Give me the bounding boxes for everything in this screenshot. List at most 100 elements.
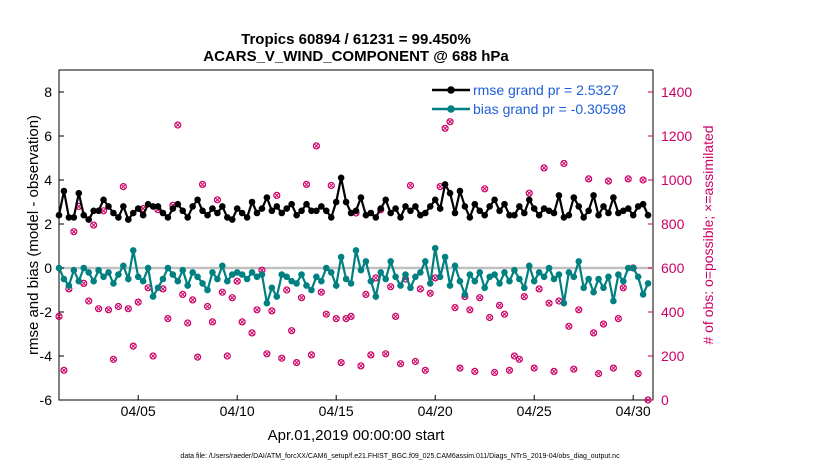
bias-point: [343, 276, 350, 283]
bias-point: [293, 280, 300, 287]
bias-point: [580, 285, 587, 292]
x-axis-label: Apr.01,2019 00:00:00 start: [268, 427, 446, 444]
rmse-point: [95, 208, 102, 215]
rmse-point: [120, 203, 127, 210]
bias-point: [481, 285, 488, 292]
bias-point: [452, 263, 459, 270]
rmse-point: [605, 210, 612, 217]
bias-point: [521, 285, 528, 292]
rmse-point: [239, 210, 246, 217]
bias-point: [358, 267, 365, 274]
rmse-point: [600, 203, 607, 210]
rmse-point: [194, 197, 201, 204]
bias-point: [189, 269, 196, 276]
bias-point: [283, 274, 290, 281]
bias-point: [476, 269, 483, 276]
rmse-point: [575, 203, 582, 210]
left-tick-label: 8: [44, 84, 52, 100]
right-tick-label: 800: [661, 216, 685, 232]
bias-point: [462, 291, 469, 298]
rmse-point: [447, 190, 454, 197]
bias-point: [269, 285, 276, 292]
rmse-point: [407, 208, 414, 215]
bias-point: [575, 258, 582, 265]
bias-point: [224, 278, 231, 285]
rmse-point: [76, 190, 83, 197]
bias-point: [155, 285, 162, 292]
bias-point: [100, 274, 107, 281]
rmse-point: [392, 205, 399, 212]
rmse-point: [219, 203, 226, 210]
rmse-point: [71, 214, 78, 221]
left-tick-label: 0: [44, 260, 52, 276]
bias-point: [204, 287, 211, 294]
rmse-point: [338, 175, 345, 182]
bias-point: [590, 289, 597, 296]
left-tick-label: 2: [44, 216, 52, 232]
rmse-point: [610, 194, 617, 201]
bias-point: [249, 269, 256, 276]
bias-point: [348, 280, 355, 287]
rmse-point: [110, 210, 117, 217]
rmse-point: [140, 212, 147, 219]
bias-point: [110, 280, 117, 287]
rmse-point: [288, 201, 295, 208]
rmse-point: [595, 212, 602, 219]
chart-title-line1: Tropics 60894 / 61231 = 99.450%: [241, 31, 471, 48]
rmse-point: [437, 205, 444, 212]
bias-point: [546, 265, 553, 272]
rmse-point: [323, 208, 330, 215]
rmse-point: [160, 210, 167, 217]
bias-point: [135, 274, 142, 281]
bias-point: [61, 276, 68, 283]
left-tick-label: -6: [40, 392, 53, 408]
bias-point: [412, 274, 419, 281]
bias-point: [244, 276, 251, 283]
bias-point: [66, 282, 73, 289]
rmse-point: [56, 212, 63, 219]
rmse-point: [412, 203, 419, 210]
rmse-point: [259, 205, 266, 212]
rmse-point: [368, 210, 375, 217]
rmse-point: [264, 194, 271, 201]
bias-point: [526, 263, 533, 270]
rmse-point: [199, 208, 206, 215]
bias-point: [105, 269, 112, 276]
bias-point: [209, 269, 216, 276]
rmse-point: [531, 205, 538, 212]
bias-point: [397, 282, 404, 289]
bias-point: [551, 276, 558, 283]
x-tick-label: 04/25: [517, 403, 552, 419]
bias-point: [427, 280, 434, 287]
legend-bias-marker: [447, 105, 455, 113]
rmse-point: [566, 212, 573, 219]
right-tick-label: 600: [661, 260, 685, 276]
rmse-point: [551, 210, 558, 217]
bias-point: [259, 271, 266, 278]
rmse-point: [179, 208, 186, 215]
rmse-point: [373, 214, 380, 221]
rmse-point: [155, 203, 162, 210]
rmse-point: [209, 205, 216, 212]
bias-point: [620, 278, 627, 285]
rmse-point: [457, 188, 464, 195]
bias-point: [328, 269, 335, 276]
rmse-point: [481, 212, 488, 219]
rmse-point: [452, 210, 459, 217]
rmse-point: [318, 203, 325, 210]
bias-point: [274, 293, 281, 300]
bias-point: [140, 278, 147, 285]
rmse-point: [125, 216, 132, 223]
rmse-point: [115, 214, 122, 221]
chart-figure: Tropics 60894 / 61231 = 99.450% ACARS_V_…: [0, 0, 830, 470]
rmse-point: [175, 201, 182, 208]
data-file-footer: data file: /Users/raeder/DAI/ATM_forcXX/…: [180, 453, 620, 460]
x-tick-label: 04/05: [121, 403, 156, 419]
bias-point: [387, 258, 394, 265]
rmse-point: [135, 205, 142, 212]
right-tick-label: 200: [661, 348, 685, 364]
rmse-point: [229, 216, 236, 223]
bias-point: [145, 265, 152, 272]
right-tick-label: 400: [661, 304, 685, 320]
bias-point: [605, 274, 612, 281]
